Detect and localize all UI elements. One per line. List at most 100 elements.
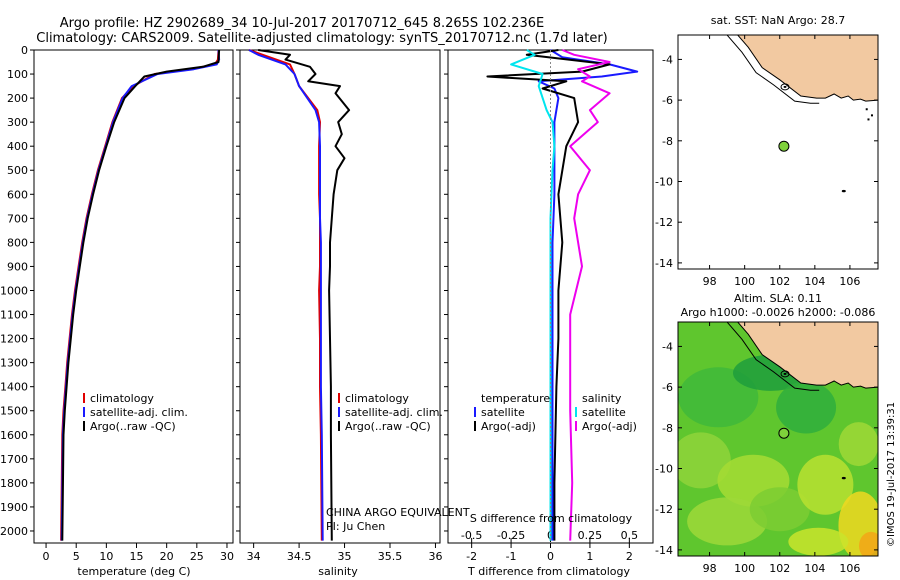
imos-timestamp: ©IMOS 19-Jul-2017 13:39:31 bbox=[886, 402, 897, 547]
sst-map-coast-speck bbox=[867, 118, 870, 121]
sst-map-xtick-label: 102 bbox=[769, 275, 790, 288]
sla-map-enggano-island bbox=[780, 370, 790, 378]
sst-map-frame bbox=[677, 34, 879, 270]
difference-salinity-legend-label: Argo(-adj) bbox=[582, 420, 637, 433]
sla-map-sla-patch bbox=[678, 432, 731, 489]
sst-map-enggano-island bbox=[780, 83, 790, 91]
sla-map-enggano-island-core bbox=[783, 372, 787, 375]
t-difference-xlabel: T difference from climatology bbox=[467, 565, 630, 578]
difference-xtick-label: -1 bbox=[506, 550, 517, 563]
salinity-series-climatology bbox=[248, 49, 323, 541]
sst-map-ytick-label: -8 bbox=[662, 135, 673, 148]
difference-series-temperature-satellite bbox=[537, 49, 639, 541]
salinity-series-satellite-adj-clim- bbox=[248, 49, 324, 541]
sst-map-ytick-label: -10 bbox=[655, 176, 673, 189]
sla-map-ytick-label: -12 bbox=[655, 503, 673, 516]
sla-map-sla-patch bbox=[858, 531, 878, 556]
temperature-legend-label: Argo(..raw -QC) bbox=[90, 420, 176, 433]
temperature-series-argo-raw-qc- bbox=[61, 49, 221, 541]
sst-map-ytick-label: -4 bbox=[662, 53, 673, 66]
difference-temperature-legend-label: satellite bbox=[481, 406, 525, 419]
salinity-panel: 34 34.5 35 35.5 36 climatologysatellite-adj. … bbox=[236, 49, 443, 563]
figure-title-line1: Argo profile: HZ 2902689_34 10-Jul-2017 … bbox=[60, 16, 545, 31]
difference-xtick-label: 0 bbox=[547, 550, 554, 563]
sst-map-ytick-label: -6 bbox=[662, 94, 673, 107]
salinity-xtick-label: 35.5 bbox=[378, 550, 403, 563]
sla-map-christmas-island bbox=[841, 476, 846, 480]
sst-map-sumatra-java-land bbox=[737, 35, 878, 102]
difference-salinity-legend-label: satellite bbox=[582, 406, 626, 419]
sla-map-title-line1: Altim. SLA: 0.11 bbox=[734, 292, 822, 305]
difference-xtick-label: 1 bbox=[586, 550, 593, 563]
sla-map-ytick-label: -8 bbox=[662, 422, 673, 435]
float-program-label: CHINA ARGO EQUIVALENT bbox=[326, 506, 470, 519]
sla-map-xtick-label: 106 bbox=[839, 562, 860, 575]
difference-series-salinity-argo-adj- bbox=[561, 49, 611, 541]
temperature-ytick-label: 700 bbox=[7, 212, 28, 225]
sla-map-ytick-label: -4 bbox=[662, 340, 673, 353]
temperature-xtick-label: 15 bbox=[130, 550, 144, 563]
temperature-xtick-label: 20 bbox=[160, 550, 174, 563]
temperature-ytick-label: 1200 bbox=[0, 333, 28, 346]
sst-map-christmas-island bbox=[841, 189, 846, 193]
sst-map-content bbox=[726, 35, 878, 193]
sst-map-coast-speck bbox=[870, 114, 873, 117]
salinity-legend-header: salinity bbox=[582, 392, 622, 405]
temperature-ytick-label: 1500 bbox=[0, 405, 28, 418]
salinity-legend-label: satellite-adj. clim. bbox=[345, 406, 443, 419]
temperature-xtick-label: 5 bbox=[73, 550, 80, 563]
temperature-ytick-label: 600 bbox=[7, 188, 28, 201]
temperature-ytick-label: 2000 bbox=[0, 525, 28, 538]
salinity-xtick-label: 34.5 bbox=[287, 550, 312, 563]
sla-map-xtick-label: 98 bbox=[703, 562, 717, 575]
sla-map-xtick-label: 100 bbox=[734, 562, 755, 575]
sla-map-ytick-label: -6 bbox=[662, 381, 673, 394]
temperature-frame bbox=[33, 49, 234, 544]
temperature-legend-label: climatology bbox=[90, 392, 154, 405]
sla-map-xtick-label: 104 bbox=[804, 562, 825, 575]
sla-map-argo-float-marker bbox=[778, 427, 790, 439]
temperature-ytick-label: 800 bbox=[7, 236, 28, 249]
temperature-ytick-label: 1800 bbox=[0, 477, 28, 490]
sla-map-sla-patch bbox=[678, 367, 759, 428]
difference-temperature-legend-label: Argo(-adj) bbox=[481, 420, 536, 433]
temperature-ytick-label: 400 bbox=[7, 140, 28, 153]
salinity-legend-label: Argo(..raw -QC) bbox=[345, 420, 431, 433]
sst-map-xtick-label: 98 bbox=[703, 275, 717, 288]
sla-map-sla-patch bbox=[797, 454, 854, 515]
sst-map-xtick-label: 100 bbox=[734, 275, 755, 288]
salinity-xtick-label: 34 bbox=[247, 550, 261, 563]
sla-map-content bbox=[678, 322, 878, 556]
temperature-xlabel: temperature (deg C) bbox=[77, 565, 190, 578]
difference-s-tick-label: -0.5 bbox=[461, 529, 482, 542]
temperature-series-climatology bbox=[60, 49, 220, 541]
temperature-ytick-label: 1900 bbox=[0, 501, 28, 514]
difference-s-tick-label: 0.25 bbox=[578, 529, 603, 542]
difference-s-tick-label: -0.25 bbox=[497, 529, 525, 542]
sla-map-sla-patch bbox=[776, 381, 837, 434]
temperature-ytick-label: 300 bbox=[7, 116, 28, 129]
salinity-xtick-label: 36 bbox=[428, 550, 442, 563]
salinity-legend-label: climatology bbox=[345, 392, 409, 405]
sst-map-panel: 98 100 102 104 106 -4 -6 -8 -10 -12 -14 bbox=[655, 34, 879, 288]
difference-s-tick-label: 0.5 bbox=[621, 529, 639, 542]
difference-xtick-label: 2 bbox=[626, 550, 633, 563]
temperature-ytick-label: 1100 bbox=[0, 309, 28, 322]
temperature-ytick-label: 0 bbox=[21, 44, 28, 57]
sst-map-ytick-label: -14 bbox=[655, 257, 673, 270]
temperature-xtick-label: 10 bbox=[99, 550, 113, 563]
sla-map-sla-patch bbox=[749, 487, 810, 532]
salinity-xtick-label: 35 bbox=[338, 550, 352, 563]
temperature-xtick-label: 30 bbox=[220, 550, 234, 563]
temperature-series-satellite-adj-clim- bbox=[60, 49, 221, 541]
sla-map-ytick-label: -14 bbox=[655, 544, 673, 557]
sla-map-sla-patch bbox=[838, 422, 878, 467]
sla-map-sla-patch bbox=[687, 497, 768, 546]
temperature-ytick-label: 1400 bbox=[0, 381, 28, 394]
sst-map-argo-float-marker bbox=[778, 140, 790, 152]
sst-map-ytick-label: -12 bbox=[655, 216, 673, 229]
figure-title-line2: Climatology: CARS2009. Satellite-adjuste… bbox=[36, 31, 608, 46]
temperature-ytick-label: 500 bbox=[7, 164, 28, 177]
difference-series-temperature-argo-adj- bbox=[486, 49, 611, 541]
